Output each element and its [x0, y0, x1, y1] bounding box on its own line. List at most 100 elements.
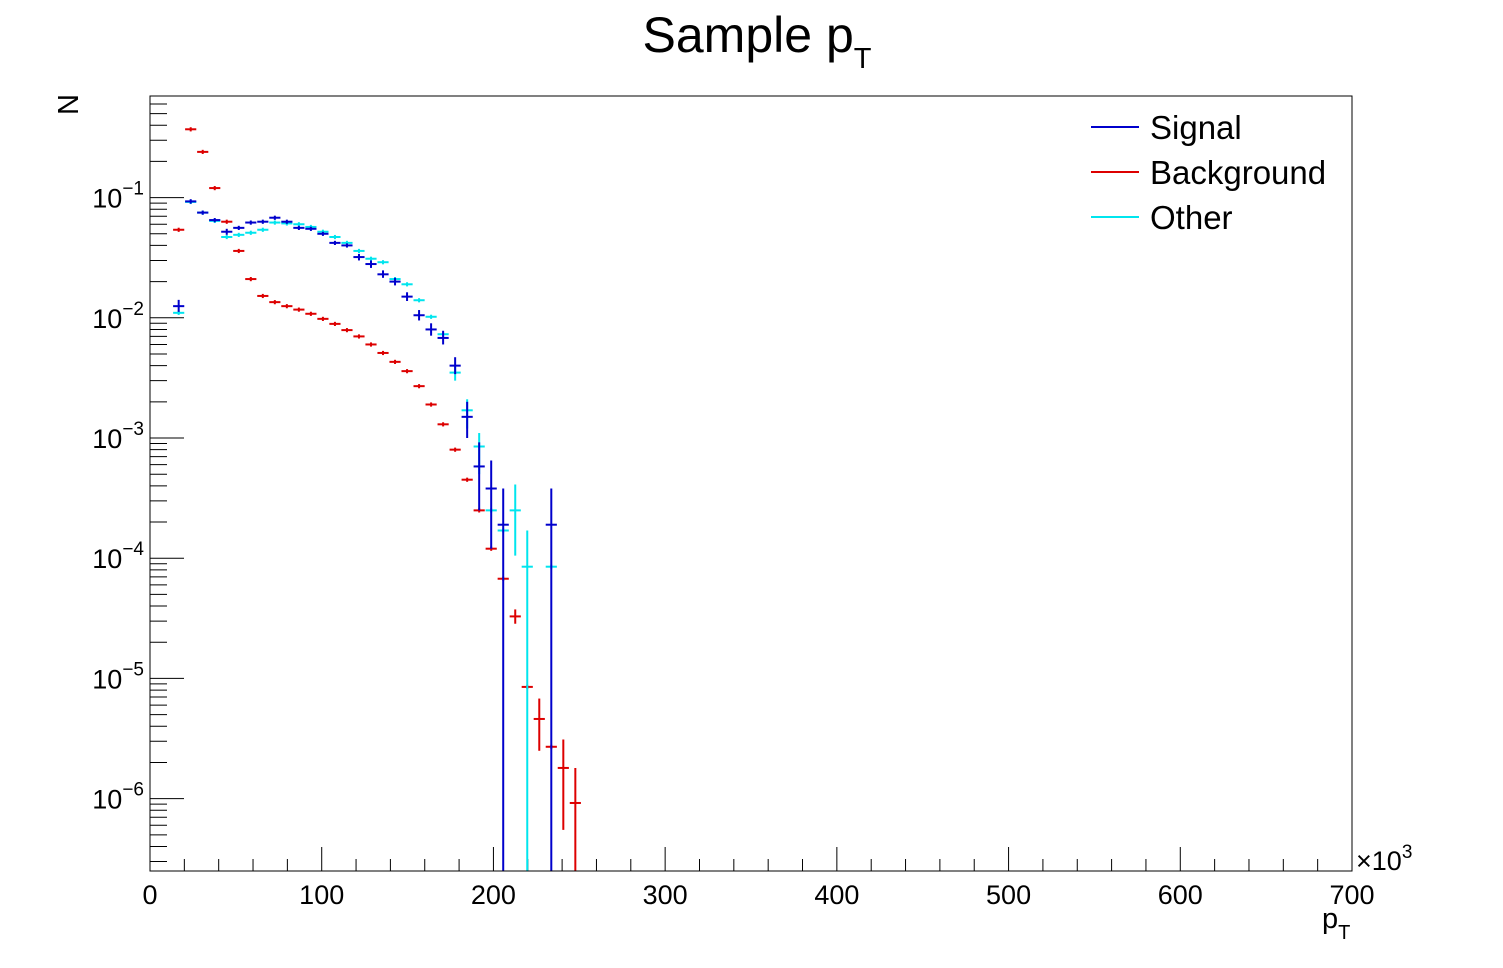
plot-marks: [173, 127, 581, 871]
data-point: [233, 248, 245, 254]
y-tick-label-exponent: −5: [122, 659, 144, 680]
data-point: [233, 225, 245, 230]
x-axis-label-main: p: [1322, 903, 1338, 935]
data-point: [377, 270, 389, 278]
data-point: [485, 460, 497, 549]
x-axis-label-subscript: T: [1338, 922, 1350, 944]
legend-entry-background: Background: [1091, 154, 1326, 191]
x-tick-label: 100: [299, 880, 344, 910]
data-point: [257, 227, 269, 232]
data-point: [185, 199, 197, 204]
data-point: [209, 186, 221, 191]
y-tick-label: 10−5: [92, 659, 144, 694]
data-point: [389, 277, 401, 286]
data-point: [353, 334, 365, 339]
data-point: [317, 316, 329, 321]
y-tick-label-exponent: −4: [122, 539, 144, 560]
legend-entry-signal: Signal: [1091, 109, 1242, 146]
y-tick-label-base: 10: [92, 424, 122, 454]
y-tick-label-base: 10: [92, 544, 122, 574]
data-point: [245, 230, 257, 235]
data-point: [341, 243, 353, 248]
data-point: [473, 442, 485, 511]
legend-entry-other: Other: [1091, 199, 1233, 236]
legend-label: Signal: [1150, 109, 1242, 146]
data-point: [425, 323, 437, 336]
data-point: [173, 227, 185, 232]
legend-label: Other: [1150, 199, 1233, 236]
data-point: [233, 232, 245, 237]
data-point: [365, 256, 377, 261]
data-point: [293, 225, 305, 230]
x-tick-label: 200: [471, 880, 516, 910]
x-axis-multiplier-exponent: 3: [1402, 842, 1413, 863]
data-point: [293, 307, 305, 312]
legend: Signal Background Other: [1091, 109, 1326, 236]
y-tick-label-exponent: −6: [122, 780, 144, 801]
series-signal: [173, 199, 557, 871]
data-point: [317, 231, 329, 236]
data-point: [221, 234, 233, 240]
data-point: [341, 328, 353, 333]
data-point: [449, 357, 461, 375]
y-tick-label: 10−3: [92, 419, 144, 454]
y-tick-label-base: 10: [92, 664, 122, 694]
data-point: [569, 767, 581, 871]
data-point: [533, 698, 545, 751]
y-tick-label-exponent: −1: [122, 179, 144, 200]
series-other: [173, 199, 557, 871]
data-point: [281, 219, 293, 224]
x-tick-label: 0: [142, 880, 157, 910]
data-point: [401, 282, 413, 287]
data-point: [329, 240, 341, 246]
y-tick-label-exponent: −3: [122, 419, 144, 440]
data-point: [329, 321, 341, 327]
data-point: [461, 401, 473, 439]
data-point: [269, 300, 281, 305]
data-point: [221, 219, 233, 224]
data-point: [305, 311, 317, 316]
x-tick-label: 600: [1158, 880, 1203, 910]
data-point: [281, 304, 293, 309]
data-point: [545, 488, 557, 871]
x-tick-label: 300: [643, 880, 688, 910]
data-point: [509, 484, 521, 556]
data-point: [257, 293, 269, 299]
data-point: [401, 292, 413, 301]
data-point: [185, 127, 197, 132]
data-point: [353, 248, 365, 254]
data-point: [377, 350, 389, 356]
data-point: [257, 219, 269, 224]
data-point: [413, 310, 425, 321]
data-point: [413, 298, 425, 303]
data-point: [413, 384, 425, 389]
y-tick-label: 10−6: [92, 780, 144, 815]
chart-title-main: Sample p: [643, 7, 854, 63]
data-point: [221, 228, 233, 235]
data-point: [245, 277, 257, 282]
data-point: [557, 739, 569, 830]
data-point: [197, 210, 209, 215]
x-tick-label: 400: [814, 880, 859, 910]
data-point: [305, 226, 317, 231]
legend-label: Background: [1150, 154, 1326, 191]
data-point: [437, 422, 449, 427]
data-point: [209, 218, 221, 223]
y-tick-label: 10−1: [92, 179, 144, 214]
axis-tick-labels: 0 100 200 300 400 500 600 70010−110−210−310−410…: [92, 179, 1374, 910]
y-tick-label-base: 10: [92, 785, 122, 815]
plot-frame: [149, 95, 1353, 872]
x-tick-label: 500: [986, 880, 1031, 910]
data-point: [245, 220, 257, 225]
data-point: [197, 149, 209, 155]
data-point: [389, 359, 401, 364]
y-tick-label: 10−2: [92, 299, 144, 334]
data-point: [365, 342, 377, 347]
data-point: [329, 234, 341, 240]
data-point: [437, 330, 449, 345]
x-axis-multiplier: ×103: [1356, 842, 1412, 876]
data-point: [173, 299, 185, 312]
x-axis-multiplier-base: ×10: [1356, 846, 1402, 876]
y-axis-label: N: [53, 94, 85, 115]
